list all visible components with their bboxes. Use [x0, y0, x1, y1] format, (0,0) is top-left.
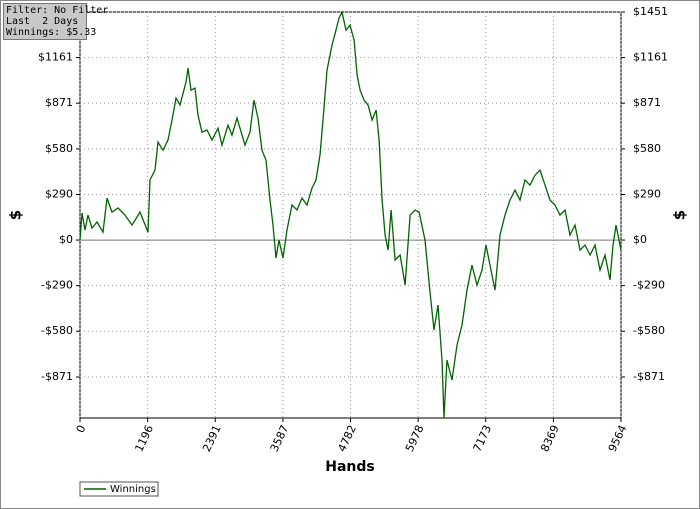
y-tick-label: $1161	[38, 51, 73, 64]
y-tick-label: -$871	[41, 370, 73, 383]
info-line: Filter: No Filter	[6, 5, 109, 16]
y-axis-label: $	[7, 210, 25, 220]
info-box: Filter: No Filter Last 2 Days Winnings: …	[3, 3, 109, 40]
y2-tick-label: $871	[633, 96, 661, 109]
plot-area	[79, 11, 622, 419]
y2-tick-label: -$871	[633, 370, 665, 383]
y2-tick-label: $1161	[633, 51, 668, 64]
info-line: Winnings: $5.33	[6, 27, 97, 38]
y2-tick-label: $580	[633, 142, 661, 155]
y-tick-label: $580	[45, 142, 73, 155]
y-tick-label: -$290	[41, 279, 73, 292]
y2-tick-label: -$580	[633, 324, 665, 337]
y-tick-label: $0	[59, 233, 73, 246]
legend	[79, 481, 159, 497]
line	[79, 10, 622, 418]
y2-tick-label: -$290	[633, 279, 665, 292]
info-line: Last 2 Days	[6, 16, 79, 27]
y-tick-label: $290	[45, 187, 73, 200]
y2-tick-label: $0	[633, 233, 647, 246]
y-tick-label: -$580	[41, 324, 73, 337]
x-axis-label: Hands	[325, 459, 375, 475]
y2-tick-label: $290	[633, 187, 661, 200]
x-tick-label: 0	[74, 423, 89, 435]
y2-axis-label: $	[671, 210, 689, 220]
legend-label: Winnings	[110, 484, 156, 495]
y-tick-label: $871	[45, 96, 73, 109]
y2-tick-label: $1451	[633, 5, 668, 18]
